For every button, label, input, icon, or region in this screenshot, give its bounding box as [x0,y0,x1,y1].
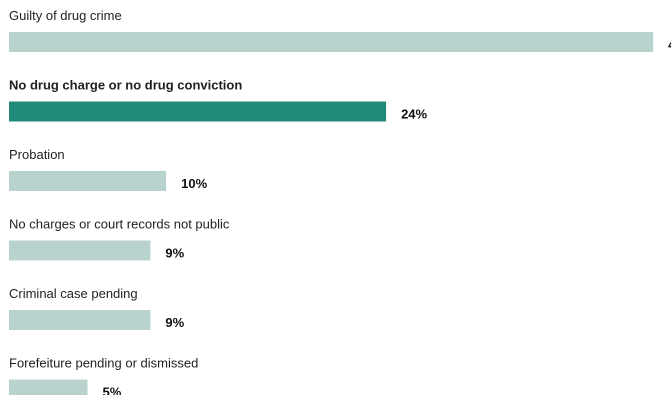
bar [9,101,387,122]
category-label: Probation [9,147,65,162]
bar-row: Guilty of drug crime 41% [9,8,671,52]
value-label: 5% [103,385,122,395]
value-label: 9% [165,246,184,261]
bar [9,171,167,191]
value-label: 9% [165,315,184,330]
bar-row: Forefeiture pending or dismissed 5% [9,356,198,395]
category-label: No drug charge or no drug conviction [9,78,242,93]
bar-row: No drug charge or no drug conviction 24% [9,78,428,122]
bar-row: Criminal case pending 9% [9,286,185,330]
category-label: Guilty of drug crime [9,8,122,23]
value-label: 10% [181,176,207,191]
bar [9,32,654,52]
category-label: No charges or court records not public [9,217,230,232]
value-label: 24% [401,107,427,122]
category-label: Forefeiture pending or dismissed [9,356,198,371]
value-label: 41% [668,37,671,52]
bar [9,310,151,330]
bar-row: Probation 10% [9,147,208,191]
bar [9,240,151,261]
category-label: Criminal case pending [9,286,138,301]
bar [9,379,88,395]
bar-row: No charges or court records not public 9% [9,217,230,261]
